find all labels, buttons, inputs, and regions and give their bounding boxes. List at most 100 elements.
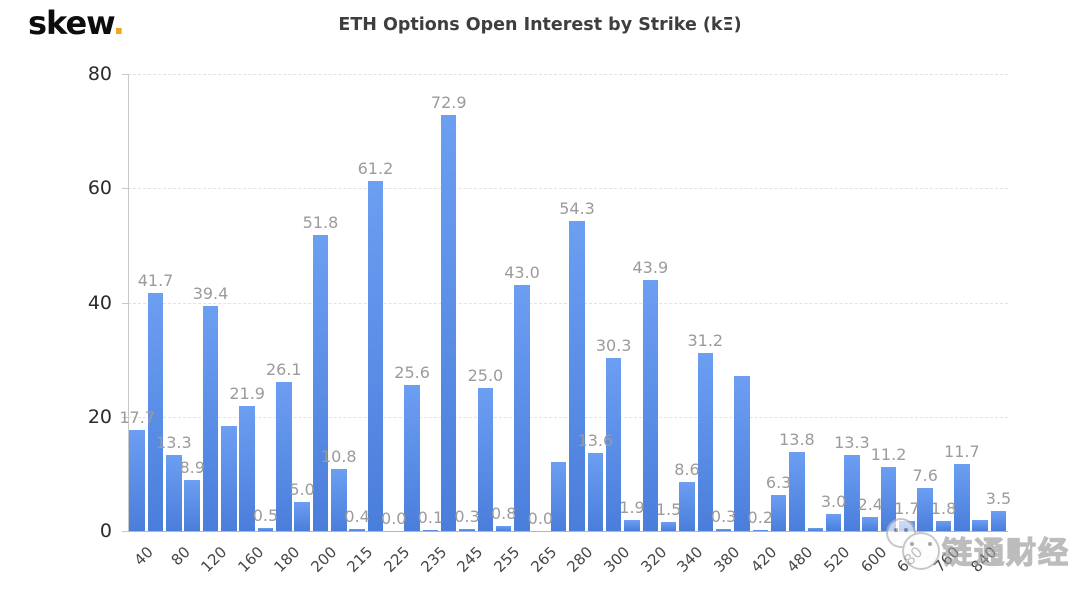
- bar-value-label: 41.7: [137, 270, 174, 290]
- y-axis-label: 40: [87, 291, 112, 314]
- bar: [459, 529, 475, 531]
- x-axis-label: 225: [380, 543, 414, 576]
- bar: [642, 280, 659, 531]
- bar: [917, 487, 933, 531]
- bar: [312, 235, 329, 531]
- bar: [935, 520, 952, 531]
- bar-value-label: 43.9: [632, 258, 669, 278]
- bar: [587, 453, 604, 531]
- y-tick-mark: [122, 531, 128, 532]
- bar: [880, 467, 897, 531]
- bar-value-label: 0.0: [527, 509, 554, 528]
- bar-value-label: 61.2: [357, 159, 394, 179]
- bar: [825, 513, 842, 531]
- bar: [221, 426, 237, 531]
- bar-value-label: 2.4: [857, 495, 883, 515]
- logo-dot: .: [112, 4, 125, 42]
- bar-value-label: 3.0: [820, 491, 847, 511]
- bar-value-label: 6.3: [765, 473, 792, 492]
- face-eye-icon: [928, 542, 932, 546]
- bar: [440, 114, 457, 531]
- gridline: [128, 302, 1008, 304]
- bar-value-label: 72.9: [430, 92, 467, 112]
- x-axis-label: 520: [820, 543, 854, 576]
- bar: [514, 285, 530, 531]
- y-axis-line: [128, 74, 129, 531]
- bar: [660, 522, 677, 531]
- bar: [624, 520, 640, 531]
- bar-value-label: 13.3: [834, 433, 870, 453]
- bar-value-label: 0.1: [417, 508, 444, 527]
- bar: [349, 528, 365, 531]
- x-axis-label: 255: [490, 543, 524, 576]
- bar: [294, 502, 310, 531]
- y-tick-mark: [122, 416, 128, 418]
- bar: [715, 529, 732, 531]
- bar-value-label: 0.3: [710, 507, 737, 527]
- bar-value-label: 17.7: [119, 407, 155, 427]
- bar-value-label: 39.4: [192, 283, 229, 303]
- bar: [495, 526, 512, 531]
- x-axis-label: 235: [417, 543, 451, 576]
- bar: [770, 495, 787, 531]
- bar: [550, 462, 567, 531]
- bar: [202, 305, 219, 531]
- y-axis-label: 0: [99, 520, 112, 542]
- bar-value-label: 1.5: [655, 500, 682, 520]
- x-axis-label: 480: [783, 543, 817, 576]
- bar: [789, 452, 805, 531]
- bar: [147, 292, 164, 531]
- bar: [129, 429, 145, 531]
- bar-value-label: 0.3: [454, 507, 480, 527]
- x-axis-label: 200: [307, 543, 341, 576]
- x-axis-label: 300: [600, 543, 634, 576]
- bar-value-label: 3.5: [985, 489, 1012, 508]
- x-axis-label: 160: [233, 543, 267, 576]
- y-axis-label: 20: [87, 405, 112, 428]
- bar: [752, 529, 769, 531]
- bar-value-label: 30.3: [595, 335, 632, 355]
- watermark: 链通财经: [880, 516, 1070, 576]
- x-axis-label: 80: [167, 543, 194, 570]
- face-eye-icon: [904, 528, 908, 532]
- bar: [569, 220, 585, 531]
- bar-value-label: 0.8: [490, 504, 517, 524]
- bar: [477, 388, 494, 531]
- x-axis-label: 320: [637, 543, 671, 576]
- watermark-text: 链通财经: [941, 535, 1070, 571]
- bar: [422, 530, 439, 531]
- bar-value-label: 8.6: [674, 459, 700, 479]
- bar-value-label: 5.0: [289, 480, 315, 500]
- x-axis-label: 40: [130, 543, 157, 570]
- bar-value-label: 0.5: [252, 506, 279, 526]
- bar: [844, 455, 860, 531]
- x-axis-label: 120: [197, 543, 231, 576]
- bar-value-label: 1.7: [894, 499, 920, 519]
- chart-title: ETH Options Open Interest by Strike (kΞ): [338, 15, 742, 35]
- gridline: [128, 416, 1008, 418]
- bar: [807, 528, 823, 531]
- bar-value-label: 43.0: [504, 263, 540, 283]
- bar-value-label: 31.2: [687, 330, 724, 350]
- bar-value-label: 10.8: [320, 447, 357, 467]
- x-axis-label: 340: [673, 543, 707, 576]
- bar: [679, 481, 695, 531]
- bar-value-label: 13.3: [156, 433, 192, 453]
- gridline: [128, 188, 1008, 190]
- bar-value-label: 0.4: [344, 506, 370, 526]
- bar: [239, 405, 255, 531]
- bar: [972, 519, 988, 531]
- bar: [184, 480, 200, 531]
- x-axis-label: 180: [270, 543, 304, 576]
- x-axis-label: 280: [563, 543, 597, 576]
- face-eye-icon: [894, 528, 898, 532]
- bar-value-label: 26.1: [265, 359, 302, 379]
- bar: [331, 469, 347, 531]
- bar-value-label: 25.0: [467, 366, 504, 386]
- bar: [166, 455, 182, 531]
- y-tick-mark: [122, 188, 128, 190]
- y-tick-mark: [122, 302, 128, 304]
- bar: [990, 511, 1007, 531]
- bar-value-label: 51.8: [302, 213, 339, 233]
- bar-value-label: 0.2: [747, 507, 774, 527]
